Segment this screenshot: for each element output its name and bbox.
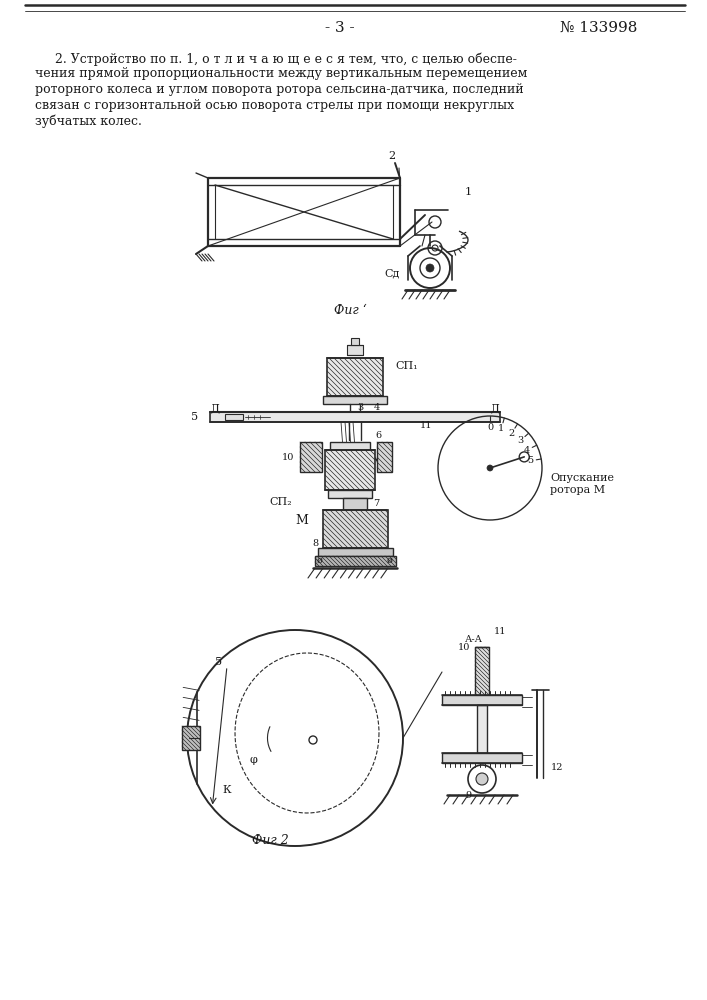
Bar xyxy=(327,358,383,396)
Text: Опускание: Опускание xyxy=(550,473,614,483)
Text: 5: 5 xyxy=(191,412,198,422)
Text: 2. Устройство по п. 1, о т л и ч а ю щ е е с я тем, что, с целью обеспе-: 2. Устройство по п. 1, о т л и ч а ю щ е… xyxy=(55,52,517,66)
Text: 4: 4 xyxy=(374,403,380,412)
Bar xyxy=(323,396,387,404)
Text: 3: 3 xyxy=(357,403,363,412)
Text: 5: 5 xyxy=(216,657,223,667)
Text: φ: φ xyxy=(249,755,257,765)
Text: - 3 -: - 3 - xyxy=(325,21,355,35)
Text: чения прямой пропорциональности между вертикальным перемещением: чения прямой пропорциональности между ве… xyxy=(35,68,527,81)
Bar xyxy=(328,490,372,498)
Text: А-А: А-А xyxy=(465,635,483,644)
Text: 5: 5 xyxy=(527,456,534,465)
Text: Фиг 2: Фиг 2 xyxy=(252,834,288,846)
Text: зубчатых колес.: зубчатых колес. xyxy=(35,114,142,127)
Text: № 133998: № 133998 xyxy=(560,21,638,35)
Text: 0: 0 xyxy=(487,422,493,432)
Circle shape xyxy=(426,264,434,272)
Text: Фиг ‘: Фиг ‘ xyxy=(334,304,366,316)
Text: 2: 2 xyxy=(508,429,515,438)
Text: К: К xyxy=(223,785,231,795)
Text: ø: ø xyxy=(387,556,393,564)
Text: 3: 3 xyxy=(518,436,524,445)
Text: 10: 10 xyxy=(281,452,294,462)
Text: связан с горизонтальной осью поворота стрелы при помощи некруглых: связан с горизонтальной осью поворота ст… xyxy=(35,99,514,111)
Bar xyxy=(477,705,487,753)
Circle shape xyxy=(309,736,317,744)
Text: ø: ø xyxy=(317,556,323,564)
Circle shape xyxy=(432,245,438,251)
Bar xyxy=(300,442,322,472)
Bar xyxy=(330,442,370,450)
Text: 2: 2 xyxy=(388,151,395,161)
Text: роторного колеса и углом поворота ротора сельсина-датчика, последний: роторного колеса и углом поворота ротора… xyxy=(35,83,524,96)
Text: 1: 1 xyxy=(465,187,472,197)
Bar xyxy=(325,450,375,490)
Bar xyxy=(225,414,243,420)
Text: 11: 11 xyxy=(420,422,432,430)
Text: 11: 11 xyxy=(493,628,506,637)
Text: Сд: Сд xyxy=(385,268,400,278)
Text: СП₁: СП₁ xyxy=(395,361,418,371)
Bar xyxy=(377,442,392,472)
Text: M: M xyxy=(295,514,308,526)
Circle shape xyxy=(487,465,493,471)
Text: 10: 10 xyxy=(458,643,470,652)
Bar xyxy=(210,412,500,422)
Bar xyxy=(347,345,363,355)
Bar xyxy=(343,498,367,510)
Bar xyxy=(323,510,388,548)
Text: 6: 6 xyxy=(375,430,381,440)
Text: СП₂: СП₂ xyxy=(269,497,292,507)
Bar xyxy=(182,726,200,750)
Bar xyxy=(351,338,359,345)
Bar xyxy=(475,647,489,697)
Text: 8: 8 xyxy=(313,538,319,548)
Text: 12: 12 xyxy=(551,764,563,772)
Text: 7: 7 xyxy=(373,499,379,508)
Text: Д: Д xyxy=(211,403,219,413)
Text: ротора M: ротора M xyxy=(550,485,605,495)
Circle shape xyxy=(476,773,488,785)
Text: Д: Д xyxy=(491,403,500,413)
Bar xyxy=(442,753,522,763)
Bar xyxy=(315,556,396,566)
Text: 1: 1 xyxy=(498,424,504,433)
Text: 4: 4 xyxy=(524,446,530,455)
Bar xyxy=(318,548,393,556)
Bar xyxy=(442,695,522,705)
Text: 9: 9 xyxy=(466,790,472,800)
